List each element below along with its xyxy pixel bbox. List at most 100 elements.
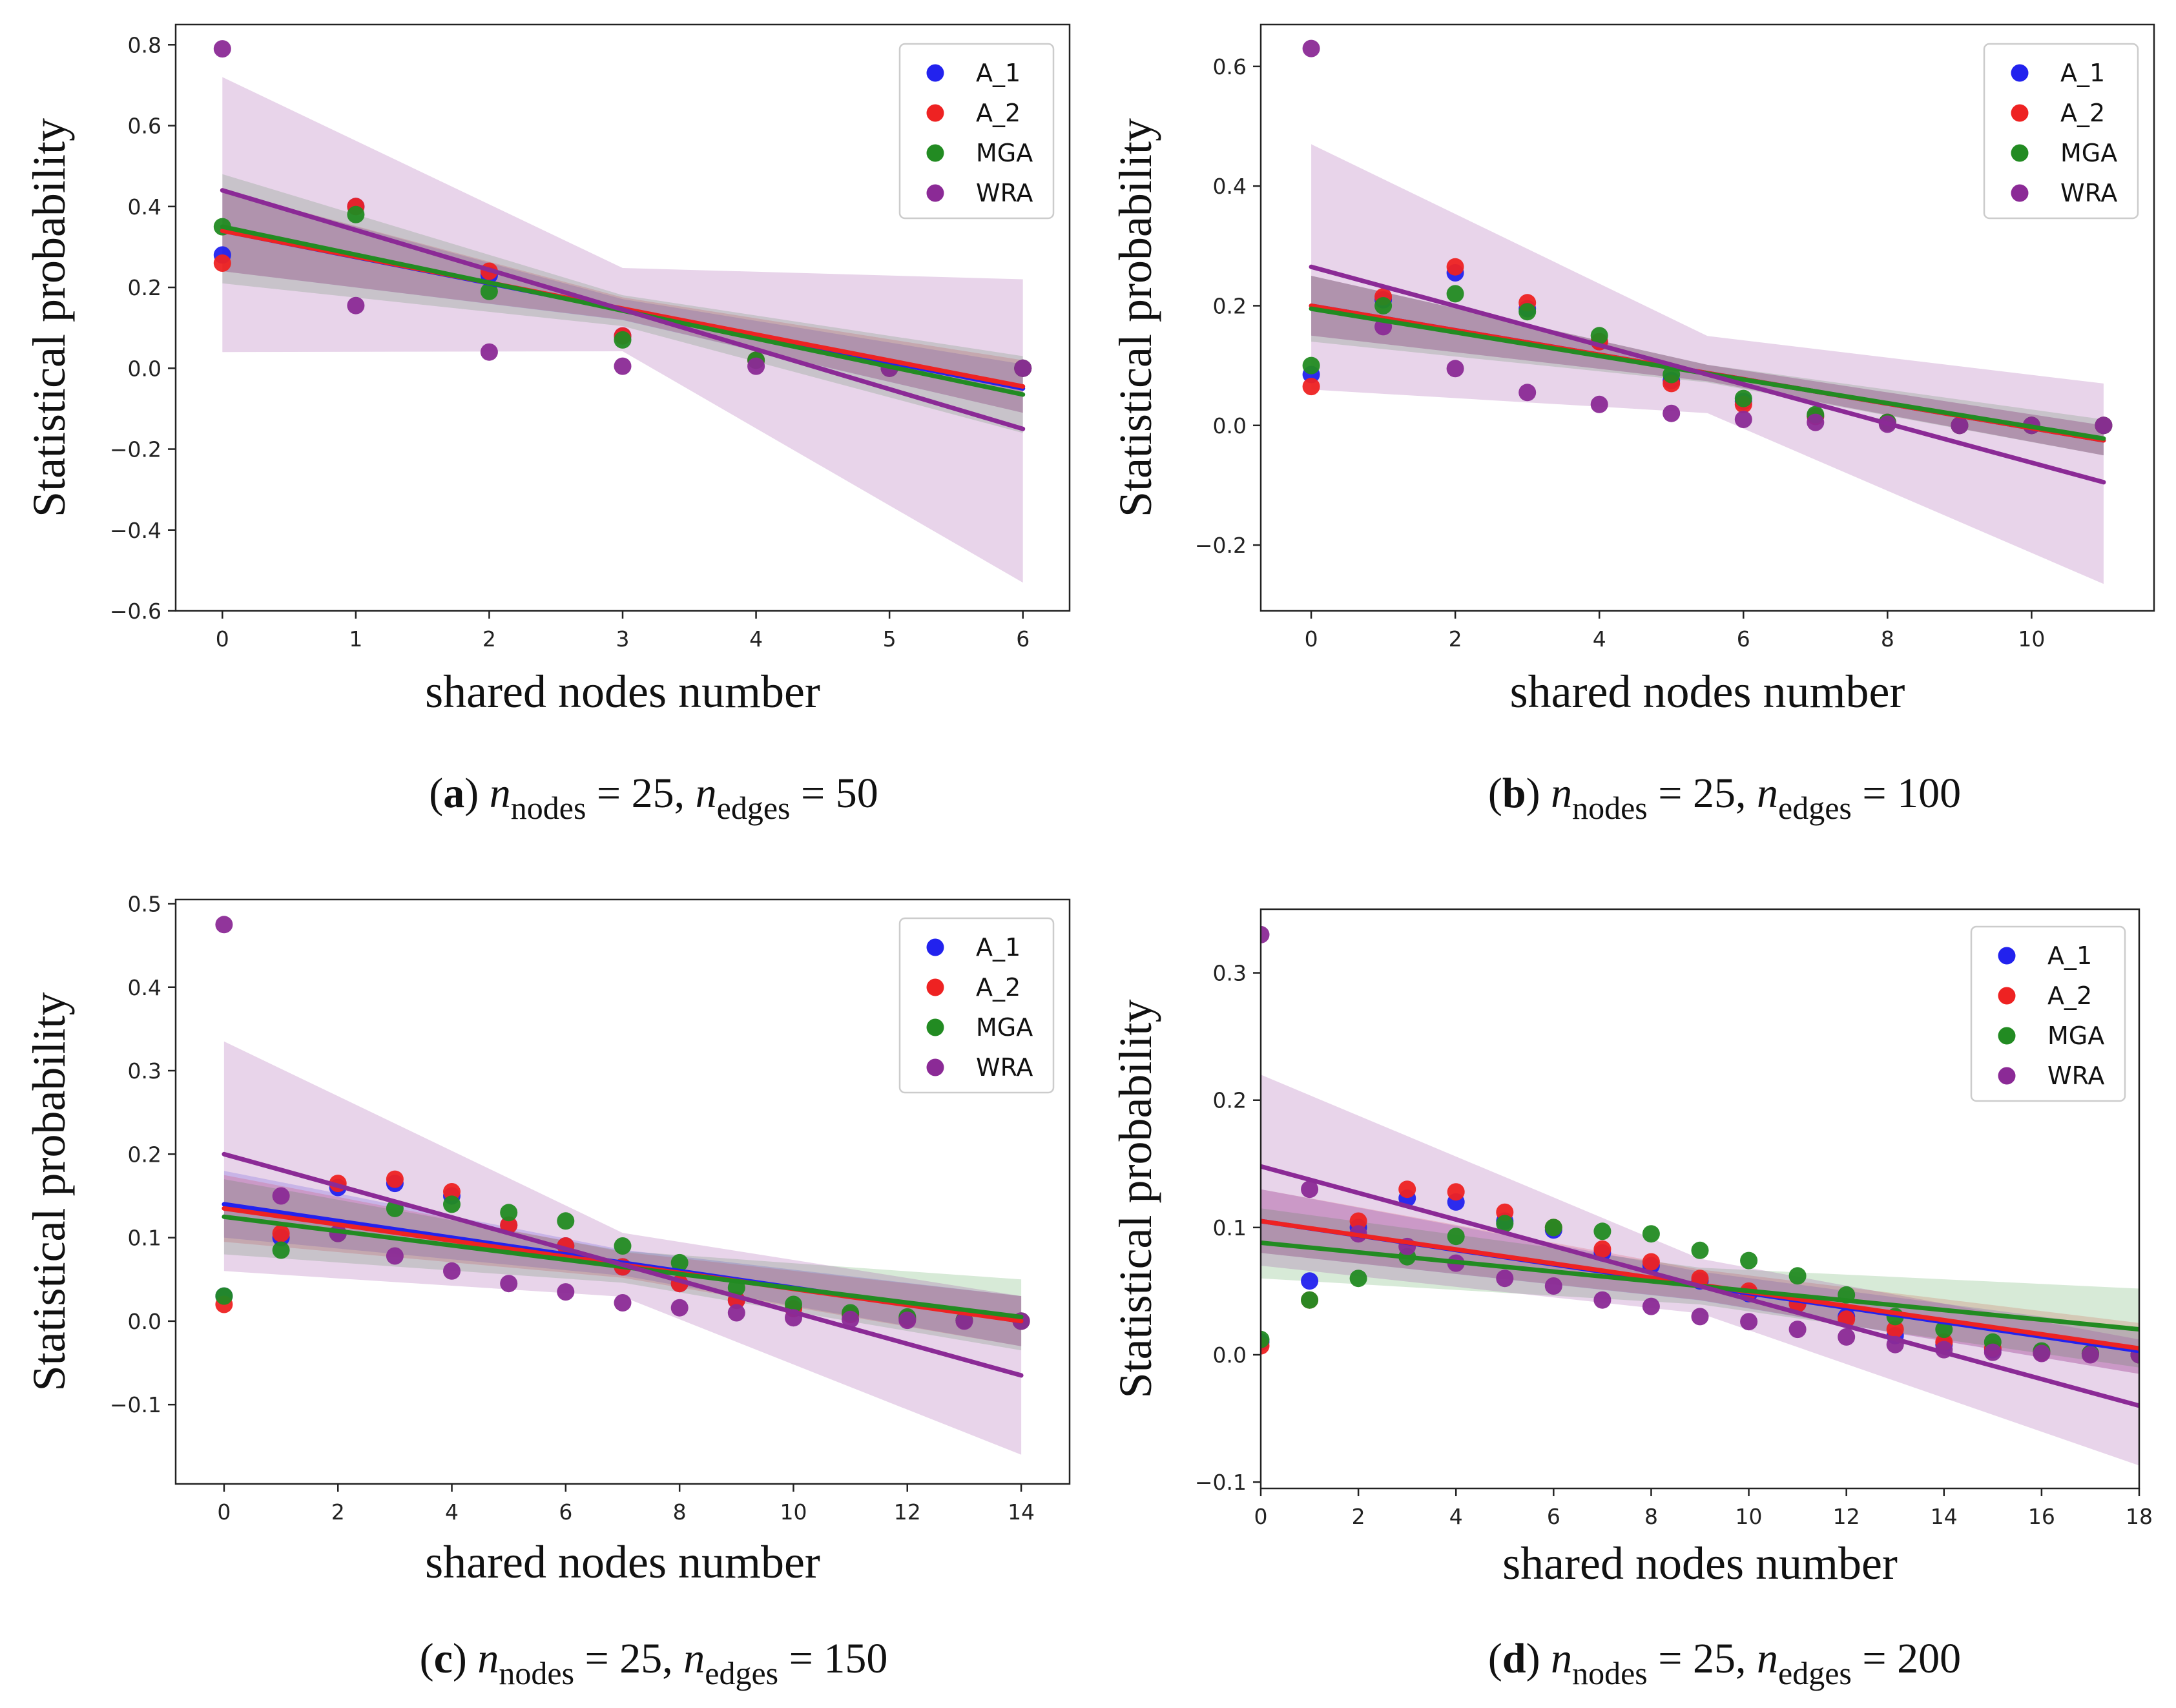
point-A_2-d xyxy=(1398,1180,1416,1199)
point-WRA-b xyxy=(1807,413,1825,431)
point-A_2-d xyxy=(1593,1240,1611,1258)
legend-marker-A_2-b xyxy=(2011,104,2029,122)
legend-marker-A_1-b xyxy=(2011,64,2029,82)
point-A_2-a xyxy=(213,254,231,272)
legend-label-MGA-b: MGA xyxy=(2060,139,2117,167)
point-WRA-c xyxy=(443,1262,461,1280)
ytick-label-c: 0.5 xyxy=(128,891,161,916)
point-WRA-d xyxy=(1740,1313,1758,1331)
xtick-label-a: 3 xyxy=(616,626,630,652)
legend-marker-A_1-c xyxy=(926,938,944,956)
caption-a-sub-nodes: nodes xyxy=(511,790,586,826)
point-A_1-d xyxy=(1301,1272,1319,1290)
ytick-label-a: 0.4 xyxy=(128,194,161,220)
point-MGA-d xyxy=(1301,1291,1319,1309)
point-WRA-d xyxy=(1838,1328,1856,1346)
xtick-label-b: 8 xyxy=(1881,626,1894,652)
caption-a: (a) nnodes = 25, nedges = 50 xyxy=(429,770,878,826)
caption-a-nodes: 25 xyxy=(632,770,674,817)
ytick-label-a: −0.6 xyxy=(110,599,161,624)
caption-b-n2: n xyxy=(1757,770,1778,817)
legend-marker-A_2-a xyxy=(926,104,944,122)
point-MGA-b xyxy=(1374,297,1393,314)
ytick-label-a: −0.2 xyxy=(110,437,161,462)
point-A_2-d xyxy=(1447,1183,1465,1201)
point-WRA-c xyxy=(272,1187,290,1205)
fit-line-WRA-d xyxy=(1261,1164,2139,1408)
legend-box-b xyxy=(1983,43,2139,220)
ytick-label-b: 0.0 xyxy=(1213,413,1247,438)
xtick-label-a: 0 xyxy=(216,626,229,652)
legend-marker-MGA-b xyxy=(2011,144,2029,162)
ytick-label-d: 0.3 xyxy=(1213,961,1247,986)
xtick-label-b: 0 xyxy=(1305,626,1318,652)
legend-label-MGA-c: MGA xyxy=(976,1013,1033,1042)
point-MGA-d xyxy=(1447,1228,1465,1246)
caption-d: (d) nnodes = 25, nedges = 200 xyxy=(1488,1635,1961,1691)
point-A_2-b xyxy=(1446,258,1464,276)
ytick-label-b: 0.6 xyxy=(1213,54,1247,79)
point-A_2-c xyxy=(500,1216,518,1234)
legend-marker-A_1-a xyxy=(926,64,944,82)
legend-marker-MGA-a xyxy=(926,144,944,162)
point-WRA-b xyxy=(2095,417,2113,435)
point-WRA-b xyxy=(1951,417,1969,435)
point-WRA-a xyxy=(480,343,498,361)
ytick-label-a: −0.4 xyxy=(110,518,161,543)
legend-label-A_1-c: A_1 xyxy=(976,933,1021,962)
caption-b-letter: b xyxy=(1502,770,1526,817)
point-WRA-c xyxy=(557,1283,575,1301)
point-WRA-b xyxy=(1663,404,1681,422)
caption-b-sub-edges: edges xyxy=(1778,790,1852,826)
xtick-label-d: 8 xyxy=(1644,1504,1658,1529)
point-WRA-c xyxy=(842,1310,860,1328)
axes-frame-b xyxy=(1259,23,2155,612)
xtick-label-d: 2 xyxy=(1352,1504,1365,1529)
fit-line-WRA-a xyxy=(220,188,1026,431)
point-MGA-c xyxy=(670,1253,689,1271)
point-MGA-c xyxy=(557,1212,575,1230)
point-WRA-c xyxy=(500,1275,518,1293)
ytick-label-a: 0.6 xyxy=(128,114,161,139)
caption-c-sub-edges: edges xyxy=(705,1655,778,1691)
x-axis-label-c: shared nodes number xyxy=(425,1536,820,1588)
fit-line-WRA-c xyxy=(222,1151,1024,1378)
panel-b: (b) nnodes = 25, nedges = 100 0 2 4 6 8 10−0.… xyxy=(1110,23,2155,826)
caption-c-edges: 150 xyxy=(824,1635,887,1682)
xtick-label-b: 10 xyxy=(2018,626,2045,652)
caption-b: (b) nnodes = 25, nedges = 100 xyxy=(1488,770,1961,826)
legend-c: A_1 A_2 MGA WRA xyxy=(898,917,1055,1094)
panel-c: (c) nnodes = 25, nedges = 150 0 2 4 6 8 10 12 1… xyxy=(23,891,1071,1691)
point-A_2-d xyxy=(1349,1212,1367,1230)
point-WRA-b xyxy=(1302,39,1320,57)
point-MGA-d xyxy=(1788,1267,1807,1285)
legend-marker-MGA-d xyxy=(1998,1027,2016,1045)
caption-a-sub-edges: edges xyxy=(717,790,791,826)
xtick-label-c: 14 xyxy=(1008,1499,1035,1525)
caption-c-n2: n xyxy=(683,1635,705,1682)
point-MGA-a xyxy=(480,282,498,300)
point-MGA-d xyxy=(1740,1251,1758,1270)
point-WRA-c xyxy=(215,916,233,934)
point-MGA-d xyxy=(1691,1241,1709,1259)
legend-label-WRA-a: WRA xyxy=(976,179,1033,207)
y-axis-label-b: Statistical probability xyxy=(1110,118,1161,517)
point-MGA-b xyxy=(1590,327,1608,345)
caption-b-n1: n xyxy=(1551,770,1572,817)
point-WRA-a xyxy=(213,40,231,58)
caption-a-n2: n xyxy=(696,770,717,817)
point-WRA-d xyxy=(1593,1291,1611,1309)
point-MGA-d xyxy=(1349,1270,1367,1288)
point-A_2-b xyxy=(1302,378,1320,396)
xtick-label-d: 4 xyxy=(1449,1504,1463,1529)
xtick-label-c: 8 xyxy=(673,1499,687,1525)
caption-a-edges: 50 xyxy=(836,770,878,817)
ytick-label-d: 0.0 xyxy=(1213,1343,1247,1368)
caption-c: (c) nnodes = 25, nedges = 150 xyxy=(420,1635,888,1691)
point-WRA-c xyxy=(727,1304,745,1322)
ytick-label-a: 0.0 xyxy=(128,356,161,381)
legend-marker-A_2-d xyxy=(1998,987,2016,1005)
ytick-label-d: 0.2 xyxy=(1213,1088,1247,1113)
legend-label-WRA-d: WRA xyxy=(2047,1062,2104,1090)
